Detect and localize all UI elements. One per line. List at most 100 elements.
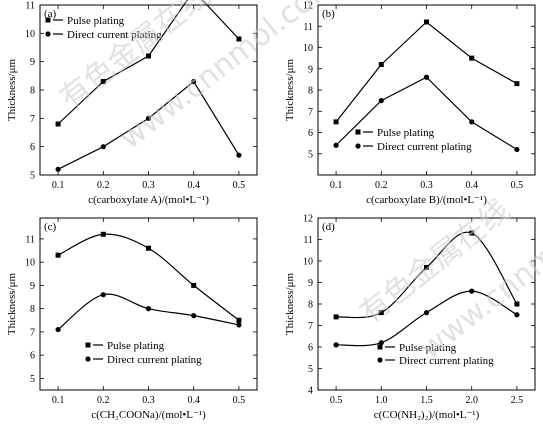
y-tick-label: 10: [25, 29, 35, 40]
data-point-circle: [55, 326, 61, 333]
legend-marker-circle: [355, 143, 361, 149]
data-point-circle: [145, 115, 152, 121]
x-tick-label: 0.3: [142, 180, 155, 191]
y-tick-label: 9: [30, 281, 35, 292]
y-tick-label: 5: [30, 171, 35, 182]
x-tick-label: 0.5: [511, 180, 524, 191]
data-point-circle: [423, 74, 430, 80]
chart-panels: (a) 0.1 0.2 0.3 0.4 0.5 5 6 7 8 9 10 11 c(carboxylate…: [6, 0, 536, 421]
x-tick-label: 0.4: [465, 180, 478, 191]
data-point-square: [55, 252, 61, 258]
legend-entry: Direct current plating: [45, 29, 162, 41]
y-axis-label: Thickness/μm: [6, 273, 18, 336]
x-axis-label: c(carboxylate B)/(mol•L⁻¹): [366, 194, 487, 206]
data-point-square: [514, 81, 520, 87]
y-tick-label: 11: [25, 234, 35, 245]
x-tick-label: 1.0: [375, 395, 388, 406]
y-tick-label: 10: [303, 43, 313, 54]
y-axis-label: Thickness/μm: [284, 59, 296, 122]
x-axis-label: c(carboxylate A)/(mol•L⁻¹): [88, 194, 209, 206]
y-tick-label: 5: [308, 149, 313, 160]
legend-marker-circle: [45, 31, 51, 37]
data-point-square: [378, 310, 384, 316]
legend-marker-square: [45, 17, 51, 23]
x-tick-label: 0.4: [187, 180, 200, 191]
x-tick-label: 0.1: [52, 395, 65, 406]
x-tick-label: 1.5: [420, 395, 433, 406]
x-tick-label: 0.2: [97, 180, 110, 191]
data-point-square: [146, 53, 151, 59]
x-tick-label: 0.2: [97, 395, 110, 406]
panel-tag: (c): [44, 221, 57, 233]
y-tick-label: 7: [30, 114, 35, 125]
legend-label: Pulse plating: [399, 342, 457, 354]
data-point-circle: [378, 98, 384, 104]
x-tick-label: 0.4: [187, 395, 200, 406]
x-axis-label: c(CH₃COONa)/(mol•L⁻¹): [91, 409, 206, 421]
data-point-circle: [514, 146, 520, 153]
y-tick-label: 8: [30, 304, 35, 315]
panel-tag: (a): [44, 8, 57, 20]
data-point-square: [146, 245, 151, 251]
data-point-circle: [236, 152, 242, 158]
y-tick-label: 12: [303, 1, 313, 12]
data-point-square: [333, 314, 339, 320]
data-point-square: [424, 19, 429, 25]
data-point-circle: [378, 340, 384, 346]
data-point-circle: [514, 312, 520, 318]
x-tick-label: 0.1: [330, 180, 343, 191]
x-tick-label: 0.5: [330, 395, 343, 406]
legend-label: Pulse plating: [67, 15, 125, 27]
legend-marker-circle: [377, 357, 383, 363]
legend-label: Pulse plating: [107, 340, 165, 352]
y-tick-label: 8: [308, 300, 313, 311]
data-point-square: [424, 264, 429, 270]
chart-panel-b: (b) 0.1 0.2 0.3 0.4 0.5 5 6 7 8 9 10 11 12 c(carboxyla…: [284, 1, 536, 206]
data-point-square: [378, 62, 384, 67]
y-tick-label: 6: [30, 142, 35, 153]
y-tick-label: 12: [303, 214, 313, 225]
y-tick-label: 6: [308, 128, 313, 139]
y-tick-label: 4: [308, 386, 313, 397]
data-point-circle: [100, 292, 106, 298]
y-tick-label: 9: [308, 278, 313, 289]
x-tick-label: 0.2: [375, 180, 388, 191]
x-tick-label: 0.5: [233, 180, 246, 191]
legend-label: Direct current plating: [399, 355, 494, 367]
y-tick-label: 7: [308, 321, 313, 332]
y-tick-label: 9: [30, 57, 35, 68]
data-point-square: [469, 55, 475, 61]
y-tick-label: 10: [25, 258, 35, 269]
legend-entry: Direct current plating: [377, 355, 494, 367]
y-tick-label: 10: [303, 257, 313, 268]
y-tick-label: 11: [303, 235, 313, 246]
data-point-square: [100, 231, 106, 237]
y-tick-label: 8: [30, 86, 35, 97]
legend-entry: Pulse plating: [377, 342, 457, 354]
y-tick-label: 7: [308, 107, 313, 118]
legend-entry: Pulse plating: [45, 15, 125, 27]
x-axis-label: c(CO(NH₂)₂)/(mol•L⁻¹): [374, 409, 480, 421]
y-axis-label: Thickness/μm: [284, 273, 296, 336]
legend-label: Direct current plating: [377, 141, 472, 153]
data-point-circle: [145, 306, 152, 312]
data-point-circle: [236, 322, 242, 328]
legend-label: Direct current plating: [67, 29, 162, 41]
data-point-square: [469, 230, 475, 236]
y-tick-label: 6: [30, 351, 35, 362]
legend-entry: Pulse plating: [85, 340, 165, 352]
panel-tag: (b): [322, 8, 335, 20]
x-tick-label: 2.5: [511, 395, 524, 406]
legend-label: Pulse plating: [377, 127, 435, 139]
data-point-circle: [469, 119, 475, 125]
data-point-circle: [333, 342, 339, 348]
series-line-pulse: [335, 21, 518, 123]
data-point-square: [333, 119, 339, 125]
legend-label: Direct current plating: [107, 354, 202, 366]
panel-tag: (d): [322, 221, 335, 233]
x-tick-label: 2.0: [465, 395, 478, 406]
y-tick-label: 7: [30, 327, 35, 338]
y-tick-label: 11: [25, 1, 35, 12]
y-tick-label: 8: [308, 86, 313, 97]
